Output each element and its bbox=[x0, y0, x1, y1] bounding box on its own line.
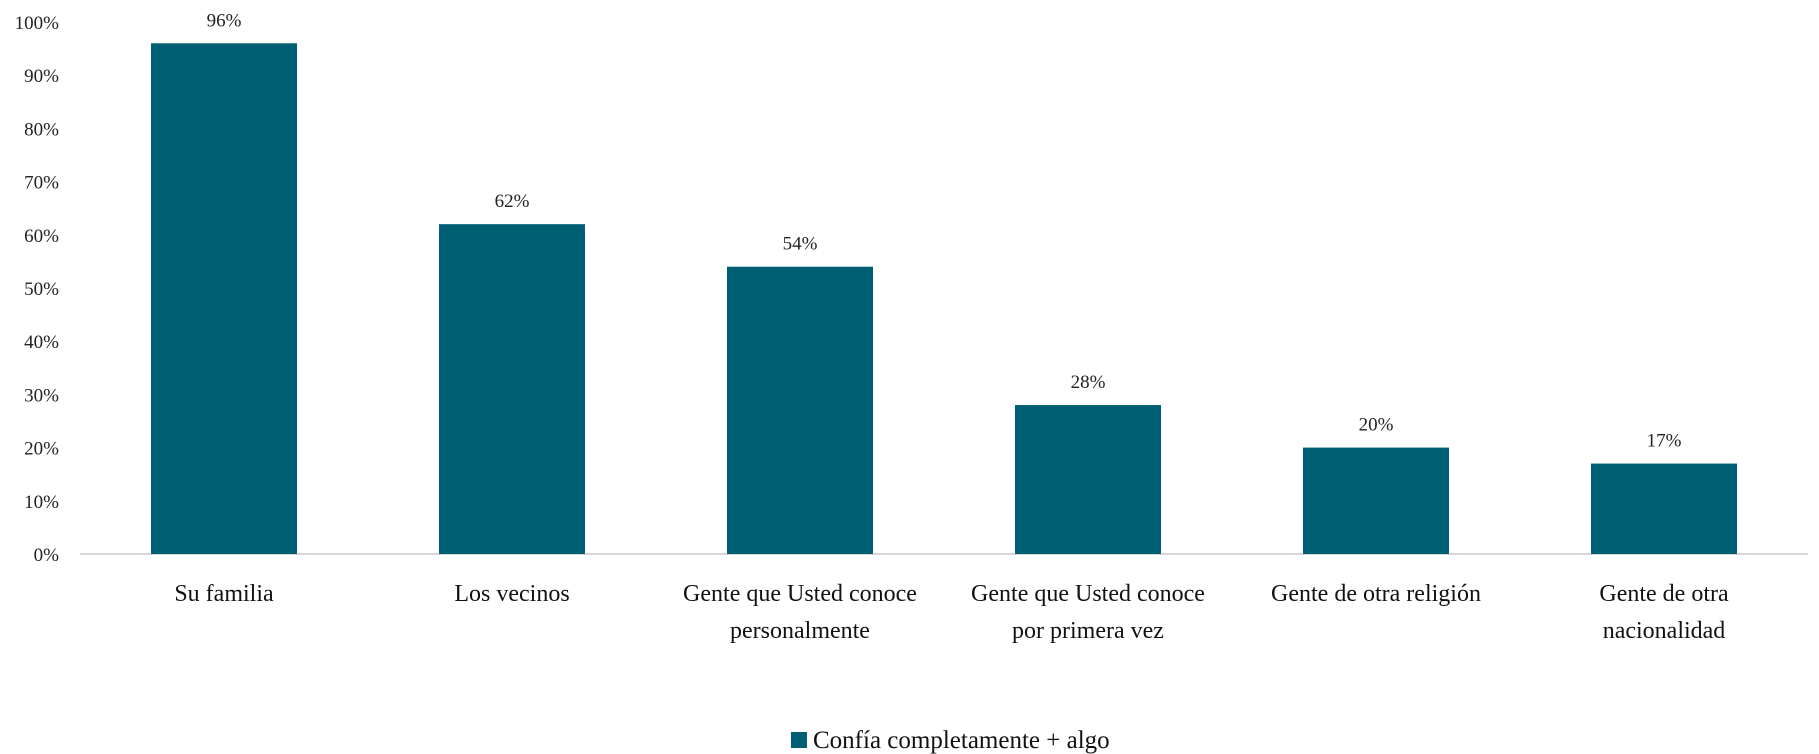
y-tick-label: 10% bbox=[24, 492, 59, 513]
category-label: por primera vez bbox=[1012, 618, 1164, 644]
category-label: Gente de otra bbox=[1599, 581, 1729, 607]
category-label: Gente de otra religión bbox=[1271, 581, 1481, 607]
y-tick-label: 70% bbox=[24, 173, 59, 194]
bars bbox=[151, 43, 1737, 554]
y-tick-label: 30% bbox=[24, 385, 59, 406]
bar bbox=[1591, 463, 1737, 554]
bar bbox=[439, 224, 585, 554]
y-tick-label: 40% bbox=[24, 332, 59, 353]
y-tick-label: 0% bbox=[34, 545, 60, 566]
data-label: 17% bbox=[1647, 431, 1682, 452]
legend-swatch bbox=[791, 732, 807, 748]
category-label: Gente que Usted conoce bbox=[971, 581, 1205, 607]
category-label: personalmente bbox=[730, 618, 870, 644]
y-tick-label: 20% bbox=[24, 439, 59, 460]
bar bbox=[727, 266, 873, 554]
bar bbox=[151, 43, 297, 554]
y-tick-label: 80% bbox=[24, 119, 59, 140]
data-label: 54% bbox=[783, 234, 818, 255]
data-label: 28% bbox=[1071, 372, 1106, 393]
category-label: nacionalidad bbox=[1603, 618, 1726, 644]
y-tick-label: 100% bbox=[15, 13, 60, 34]
category-labels: Su familia Los vecinos Gente que Usted con… bbox=[174, 581, 1729, 644]
data-label: 20% bbox=[1359, 415, 1394, 436]
y-tick-label: 90% bbox=[24, 66, 59, 87]
bar bbox=[1015, 405, 1161, 554]
legend-label: Confía completamente + algo bbox=[813, 727, 1110, 754]
y-tick-label: 50% bbox=[24, 279, 59, 300]
category-label: Gente que Usted conoce bbox=[683, 581, 917, 607]
legend: Confía completamente + algo bbox=[791, 727, 1110, 754]
category-label: Su familia bbox=[174, 581, 274, 607]
data-label: 62% bbox=[495, 191, 530, 212]
bar bbox=[1303, 447, 1449, 554]
category-label: Los vecinos bbox=[454, 581, 569, 607]
y-axis: 0% 10% 20% 30% 40% 50% 60% 70% 80% 90% 100% bbox=[15, 13, 60, 566]
data-labels: 96% 62% 54% 28% 20% 17% bbox=[207, 10, 1682, 451]
y-tick-label: 60% bbox=[24, 226, 59, 247]
data-label: 96% bbox=[207, 10, 242, 31]
